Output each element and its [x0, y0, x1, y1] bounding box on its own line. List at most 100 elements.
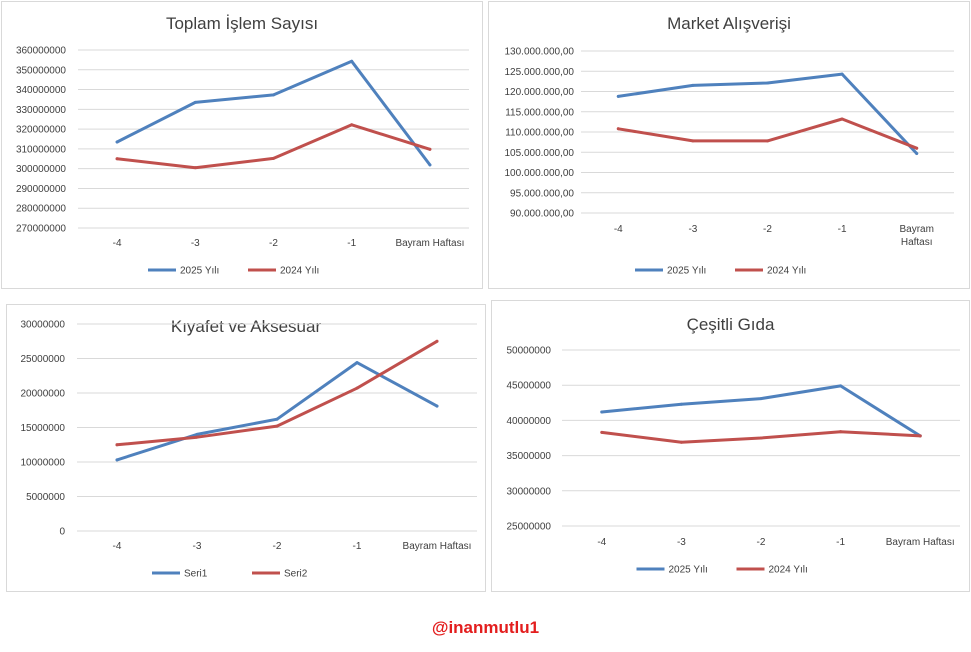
- chart-title: Çeşitli Gıda: [686, 315, 775, 334]
- y-tick-label: 5000000: [26, 492, 65, 503]
- y-tick-label: 330000000: [16, 105, 66, 116]
- y-tick-label: 110.000.000,00: [505, 128, 574, 139]
- series-line-2: [616, 117, 919, 150]
- x-tick-label: -3: [191, 238, 200, 249]
- y-tick-label: 360000000: [16, 46, 66, 57]
- legend-label: 2024 Yılı: [767, 266, 806, 277]
- data-point: [195, 435, 199, 439]
- data-point: [428, 147, 432, 151]
- x-tick-label: -3: [688, 224, 697, 235]
- chart-panel-toplam-islem: Toplam İşlem Sayısı 360000000 350000000 34…: [1, 1, 483, 289]
- y-tick-label: 290000000: [16, 184, 66, 195]
- y-tick-label: 10000000: [21, 458, 66, 469]
- data-point: [691, 139, 695, 143]
- data-point: [195, 432, 199, 436]
- data-point: [679, 402, 683, 406]
- data-point: [275, 417, 279, 421]
- x-tick-label: -3: [677, 537, 686, 548]
- data-point: [115, 458, 119, 462]
- chart-panel-cesitli-gida: Çeşitli Gıda 50000000 45000000 40000000 350…: [491, 300, 970, 592]
- data-point: [616, 127, 620, 131]
- x-tick-label: -4: [614, 224, 623, 235]
- data-point: [918, 434, 922, 438]
- data-point: [435, 404, 439, 408]
- legend-label: Seri2: [284, 569, 308, 580]
- y-tick-label: 115.000.000,00: [505, 107, 574, 118]
- y-tick-label: 30000000: [507, 486, 552, 497]
- data-point: [600, 430, 604, 434]
- x-tick-label: -2: [757, 537, 766, 548]
- y-tick-label: 350000000: [16, 65, 66, 76]
- data-point: [193, 166, 197, 170]
- y-tick-label: 300000000: [16, 164, 66, 175]
- legend-label: 2025 Yılı: [669, 565, 708, 576]
- data-point: [272, 156, 275, 160]
- data-point: [435, 339, 439, 343]
- y-tick-label: 310000000: [16, 144, 66, 155]
- data-point: [759, 436, 763, 440]
- line-chart-toplam-islem: 360000000 350000000 340000000 330000000 3200…: [16, 46, 469, 277]
- y-tick-label: 120.000.000,00: [504, 87, 574, 98]
- x-tick-label: -4: [597, 537, 606, 548]
- x-tick-label: -2: [763, 224, 772, 235]
- y-tick-label: 15000000: [21, 423, 66, 434]
- data-point: [616, 94, 620, 98]
- chart-panel-kiyafet: Kıyafet ve Aksesuar 30000000 25000000 2000…: [6, 304, 486, 592]
- data-point: [115, 443, 119, 447]
- data-point: [840, 72, 844, 76]
- legend-label: 2025 Yılı: [667, 266, 706, 277]
- data-point: [428, 163, 432, 167]
- y-tick-label: 50000000: [507, 346, 552, 357]
- data-point: [840, 117, 844, 121]
- x-tick-label: -1: [347, 238, 356, 249]
- data-point: [691, 83, 695, 87]
- x-tick-label: -4: [113, 541, 122, 552]
- data-point: [350, 59, 354, 63]
- y-tick-label: 270000000: [16, 224, 66, 235]
- x-tick-label: -3: [193, 541, 202, 552]
- x-tick-label: Bayram Haftası: [403, 541, 472, 552]
- series-line-1: [115, 361, 439, 462]
- x-tick-label: -4: [113, 238, 122, 249]
- series-line-2: [115, 123, 432, 170]
- line-chart-kiyafet: 30000000 25000000 20000000 15000000 10000000…: [21, 320, 477, 580]
- y-tick-label: 125.000.000,00: [504, 67, 574, 78]
- data-point: [275, 424, 279, 428]
- chart-panel-market: Market Alışverişi 130.000.000,00 125.000.…: [488, 1, 970, 289]
- author-credit: @inanmutlu1: [431, 618, 540, 637]
- y-tick-label: 45000000: [507, 381, 552, 392]
- data-point: [115, 157, 119, 161]
- data-point: [759, 397, 763, 401]
- x-tick-label: Bayram Haftası: [899, 224, 933, 248]
- data-point: [766, 139, 769, 143]
- y-tick-label: 280000000: [16, 204, 66, 215]
- line-chart-market: 130.000.000,00 125.000.000,00 120.000.000,…: [504, 47, 954, 277]
- y-tick-label: 95.000.000,00: [510, 188, 574, 199]
- x-tick-label: -1: [836, 537, 845, 548]
- legend-label: Seri1: [184, 569, 208, 580]
- y-tick-label: 100.000.000,00: [504, 168, 574, 179]
- y-tick-label: 20000000: [21, 389, 66, 400]
- legend-label: 2024 Yılı: [769, 565, 808, 576]
- x-tick-label: -1: [353, 541, 362, 552]
- data-point: [766, 81, 769, 85]
- x-tick-label: -2: [273, 541, 282, 552]
- series-line-1: [600, 384, 922, 438]
- y-tick-label: 0: [59, 527, 65, 538]
- chart-title: Market Alışverişi: [667, 14, 791, 33]
- data-point: [915, 151, 919, 155]
- data-point: [839, 384, 843, 388]
- data-point: [600, 410, 604, 414]
- chart-title: Toplam İşlem Sayısı: [165, 14, 319, 33]
- y-tick-label: 340000000: [16, 85, 66, 96]
- x-tick-label: Bayram Haftası: [395, 238, 464, 249]
- y-tick-label: 30000000: [21, 320, 66, 331]
- legend-label: 2024 Yılı: [280, 266, 319, 277]
- data-point: [679, 440, 683, 444]
- x-tick-label: -1: [838, 224, 847, 235]
- data-point: [350, 123, 354, 127]
- y-tick-label: 25000000: [507, 522, 552, 533]
- y-tick-label: 320000000: [16, 125, 66, 136]
- chart-title: Kıyafet ve Aksesuar: [170, 317, 322, 336]
- data-point: [839, 430, 843, 434]
